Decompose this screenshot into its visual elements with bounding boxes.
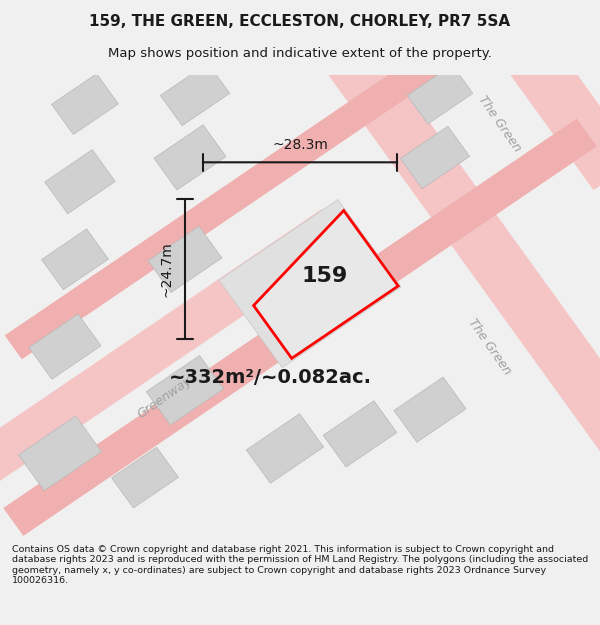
Text: 159: 159 xyxy=(302,266,348,286)
Polygon shape xyxy=(254,211,398,358)
Text: ~28.3m: ~28.3m xyxy=(272,138,328,152)
Polygon shape xyxy=(407,65,473,124)
Text: Map shows position and indicative extent of the property.: Map shows position and indicative extent… xyxy=(108,48,492,61)
Polygon shape xyxy=(112,447,178,508)
Polygon shape xyxy=(0,209,347,523)
Polygon shape xyxy=(219,199,401,368)
Text: The Green: The Green xyxy=(466,316,514,377)
Text: Contains OS data © Crown copyright and database right 2021. This information is : Contains OS data © Crown copyright and d… xyxy=(12,545,588,585)
Polygon shape xyxy=(146,356,224,425)
Polygon shape xyxy=(148,226,222,292)
Polygon shape xyxy=(400,126,470,189)
Polygon shape xyxy=(421,0,600,190)
Polygon shape xyxy=(19,416,101,491)
Text: ~332m²/~0.082ac.: ~332m²/~0.082ac. xyxy=(169,368,371,387)
Polygon shape xyxy=(160,63,230,126)
Polygon shape xyxy=(307,14,600,601)
Polygon shape xyxy=(29,314,101,379)
Text: The Green: The Green xyxy=(476,93,524,154)
Polygon shape xyxy=(394,377,466,442)
Polygon shape xyxy=(3,119,597,536)
Text: 159, THE GREEN, ECCLESTON, CHORLEY, PR7 5SA: 159, THE GREEN, ECCLESTON, CHORLEY, PR7 … xyxy=(89,14,511,29)
Polygon shape xyxy=(323,401,397,467)
Polygon shape xyxy=(247,414,323,483)
Polygon shape xyxy=(154,125,226,190)
Polygon shape xyxy=(5,0,595,359)
Polygon shape xyxy=(41,229,109,290)
Polygon shape xyxy=(45,149,115,214)
Text: Greenway: Greenway xyxy=(136,374,194,421)
Text: ~24.7m: ~24.7m xyxy=(160,241,174,297)
Polygon shape xyxy=(52,74,118,134)
